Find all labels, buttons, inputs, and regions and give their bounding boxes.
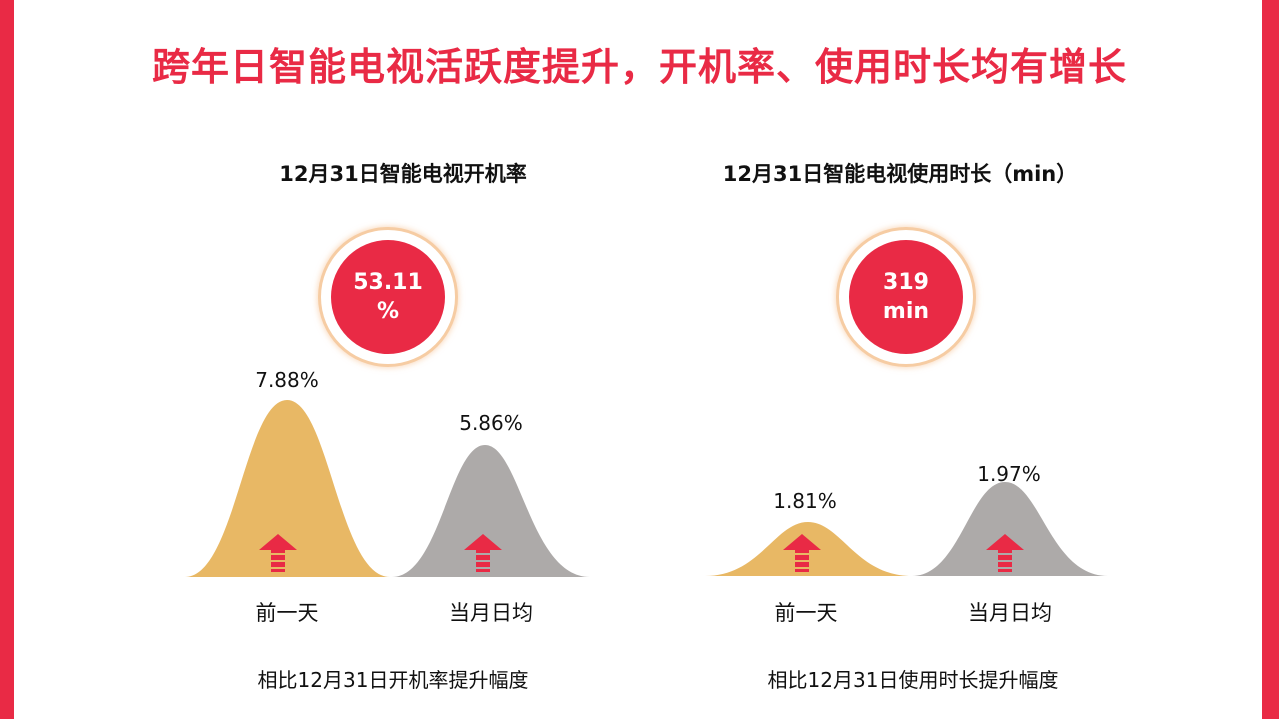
right-category-month-avg: 当月日均 xyxy=(968,601,1052,625)
left-headline-badge: 53.11 % xyxy=(321,230,455,364)
right-headline-value: 319 xyxy=(883,270,929,295)
right-red-border xyxy=(1262,0,1279,719)
right-curve-month-avg xyxy=(912,482,1108,576)
right-category-prev-day: 前一天 xyxy=(774,601,838,625)
right-value-prev-day: 1.81% xyxy=(773,489,837,513)
right-headline-circle: 319 min xyxy=(849,240,963,354)
left-chart-title: 12月31日智能电视开机率 xyxy=(279,162,527,186)
left-value-prev-day: 7.88% xyxy=(255,368,319,392)
left-chart-note: 相比12月31日开机率提升幅度 xyxy=(257,668,529,692)
page-title: 跨年日智能电视活跃度提升，开机率、使用时长均有增长 xyxy=(151,45,1127,89)
right-chart-note: 相比12月31日使用时长提升幅度 xyxy=(767,668,1059,692)
left-category-month-avg: 当月日均 xyxy=(449,601,533,625)
left-headline-value: 53.11 xyxy=(353,270,423,295)
right-value-month-avg: 1.97% xyxy=(977,462,1041,486)
right-chart-title: 12月31日智能电视使用时长（min） xyxy=(722,162,1078,186)
right-headline-unit: min xyxy=(882,299,930,324)
left-red-border xyxy=(0,0,14,719)
left-category-prev-day: 前一天 xyxy=(255,601,319,625)
left-curve-month-avg xyxy=(392,445,590,577)
left-headline-circle: 53.11 % xyxy=(331,240,445,354)
right-headline-badge: 319 min xyxy=(839,230,973,364)
left-headline-unit: % xyxy=(376,299,400,324)
left-value-month-avg: 5.86% xyxy=(459,411,523,435)
left-curve-prev-day xyxy=(185,400,390,577)
